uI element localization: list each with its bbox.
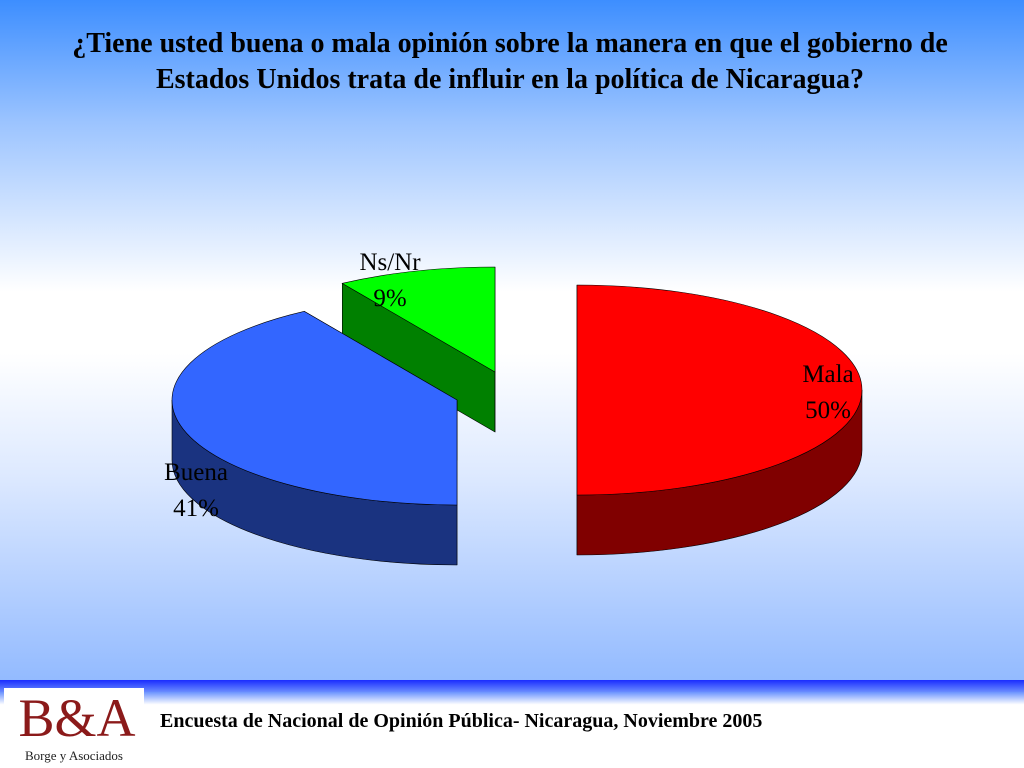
pie-slice-mala-top	[576, 284, 863, 496]
pie-label-nsnr-name: Ns/Nr	[359, 249, 421, 276]
logo-subtitle: Borge y Asociados	[25, 748, 123, 763]
pie-label-mala-name: Mala	[802, 361, 853, 388]
pie-label-mala-value: 50%	[805, 397, 851, 424]
pie-label-buena-name: Buena	[164, 459, 228, 486]
pie-label-buena-value: 41%	[173, 495, 219, 522]
footer-band	[0, 680, 1024, 692]
pie-slice-buena	[171, 310, 458, 566]
pie-slice-nsnr	[341, 266, 496, 433]
pie-slice-mala	[576, 284, 863, 556]
logo-mark: B&A	[18, 688, 136, 748]
pie-chart: Mala 50% Buena 41% Ns/Nr 9%	[164, 249, 863, 566]
footer: B&A Borge y Asociados Encuesta de Nacion…	[0, 680, 1024, 768]
pie-label-nsnr-value: 9%	[373, 285, 406, 312]
company-logo: B&A Borge y Asociados	[4, 688, 144, 768]
chart-title: ¿Tiene usted buena o mala opinión sobre …	[72, 28, 948, 95]
pie-slice-buena-top	[171, 311, 458, 506]
pie-slice-nsnr-top	[341, 266, 496, 373]
survey-caption: Encuesta de Nacional de Opinión Pública-…	[160, 710, 763, 732]
